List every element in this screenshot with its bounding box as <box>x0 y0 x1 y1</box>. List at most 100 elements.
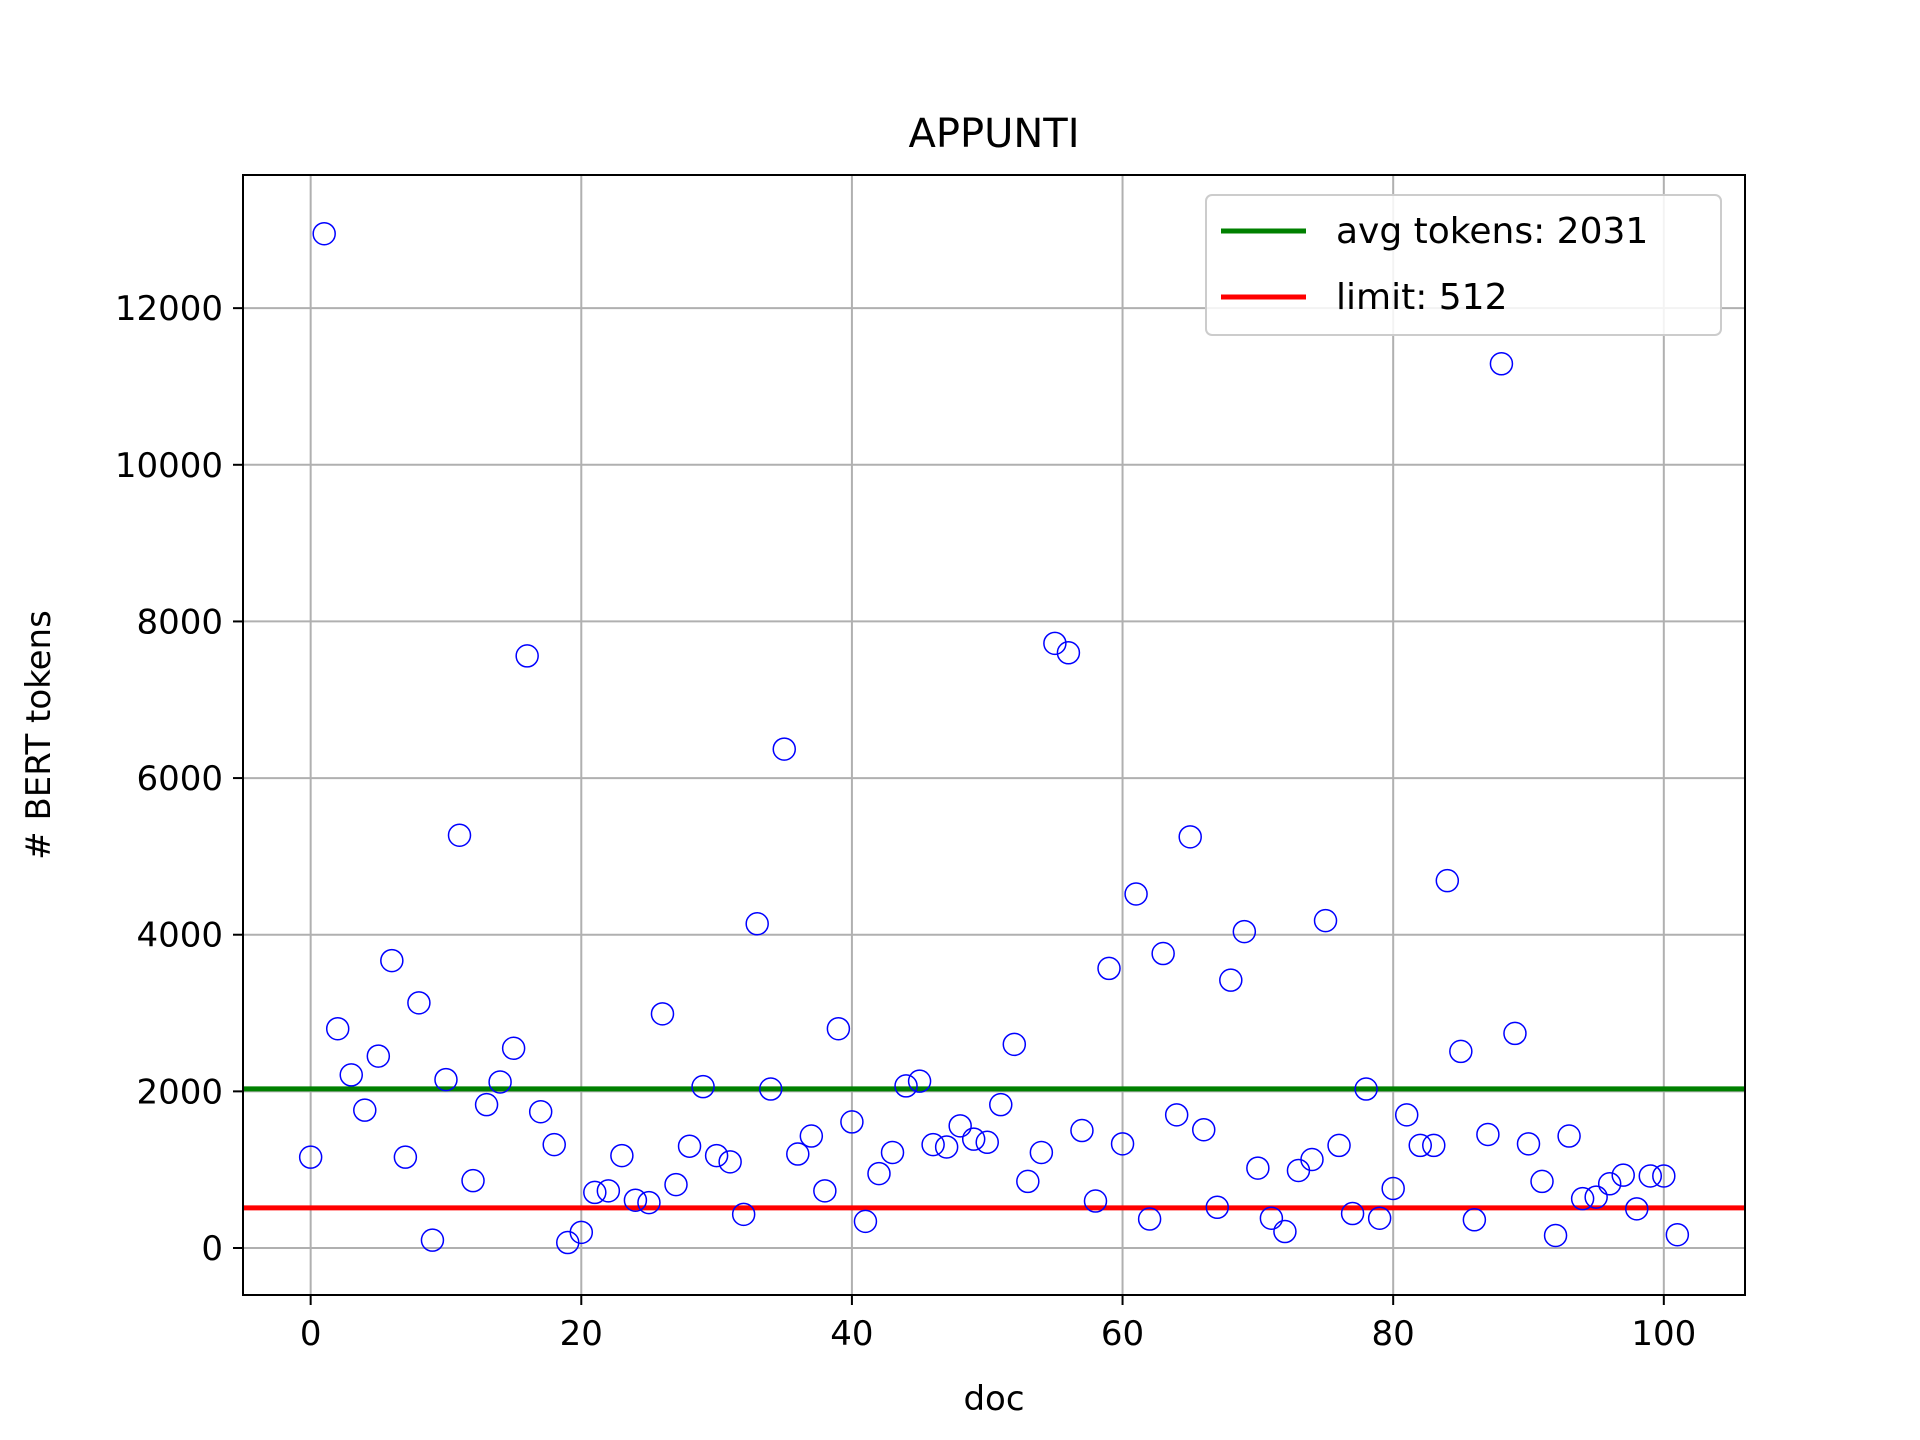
data-point <box>799 1124 824 1148</box>
data-point <box>1516 1132 1541 1156</box>
data-point <box>407 991 431 1015</box>
data-point <box>1557 1124 1581 1148</box>
data-point <box>1570 1186 1595 1211</box>
data-point <box>393 1145 418 1169</box>
data-point <box>840 1110 864 1134</box>
data-point <box>1246 1156 1270 1180</box>
data-point <box>1638 1164 1663 1188</box>
data-point <box>1354 1077 1378 1101</box>
data-point <box>610 1143 634 1168</box>
data-point <box>853 1209 878 1234</box>
data-point <box>1151 941 1175 966</box>
legend: avg tokens: 2031 limit: 512 <box>1205 194 1722 336</box>
data-point <box>1584 1185 1608 1209</box>
data-point <box>650 1002 675 1026</box>
data-point <box>420 1228 445 1252</box>
data-point <box>934 1135 959 1159</box>
y-tick-label: 4000 <box>136 916 223 956</box>
data-point <box>907 1069 932 1093</box>
x-tick-label: 80 <box>1372 1314 1415 1354</box>
data-point <box>1070 1118 1094 1143</box>
x-tick-label: 60 <box>1101 1314 1144 1354</box>
data-point <box>1340 1201 1365 1226</box>
data-point <box>1124 882 1148 906</box>
y-axis-ticks: 0 2000 4000 6000 8000 10000 12000 <box>115 289 243 1269</box>
data-point <box>528 1099 553 1124</box>
legend-label: limit: 512 <box>1336 277 1507 318</box>
data-point <box>1313 908 1338 933</box>
data-point <box>758 1077 783 1101</box>
data-point <box>1449 1039 1473 1064</box>
data-point <box>1205 1195 1230 1220</box>
data-point <box>718 1150 742 1174</box>
data-point <box>623 1188 648 1212</box>
x-axis-label: doc <box>963 1379 1024 1419</box>
x-tick-label: 0 <box>300 1314 322 1354</box>
data-point <box>596 1179 621 1203</box>
data-point <box>339 1063 364 1087</box>
data-point <box>1394 1103 1419 1127</box>
data-point <box>1191 1117 1216 1142</box>
data-point <box>461 1168 485 1193</box>
x-axis-ticks: 0 20 40 60 80 100 <box>300 1295 1696 1354</box>
data-point <box>1476 1122 1500 1147</box>
data-point <box>826 1016 851 1041</box>
data-point <box>298 1145 323 1169</box>
y-tick-label: 8000 <box>136 602 223 642</box>
x-tick-label: 20 <box>560 1314 603 1354</box>
data-point <box>786 1142 810 1166</box>
data-point <box>880 1140 905 1165</box>
x-tick-label: 100 <box>1631 1314 1696 1354</box>
data-point <box>474 1092 499 1117</box>
data-point <box>813 1179 837 1203</box>
y-tick-label: 12000 <box>115 289 223 329</box>
data-point <box>1408 1133 1432 1158</box>
data-point <box>664 1172 688 1197</box>
data-point <box>1543 1223 1568 1248</box>
data-point <box>894 1074 918 1098</box>
data-point <box>542 1132 566 1157</box>
data-point <box>447 823 472 848</box>
data-point <box>1597 1172 1622 1196</box>
data-point <box>1611 1163 1635 1187</box>
data-point <box>867 1161 891 1186</box>
data-point <box>704 1143 729 1168</box>
data-point <box>772 737 797 761</box>
y-tick-label: 6000 <box>136 759 223 799</box>
legend-box <box>1205 194 1722 336</box>
data-point <box>1435 868 1460 893</box>
legend-label: avg tokens: 2031 <box>1336 211 1648 252</box>
x-tick-label: 40 <box>830 1314 873 1354</box>
data-point <box>948 1114 972 1138</box>
data-point <box>501 1036 526 1061</box>
data-point <box>583 1180 607 1205</box>
y-tick-label: 0 <box>201 1229 223 1269</box>
chart-title: APPUNTI <box>908 111 1079 157</box>
data-point <box>1056 641 1081 665</box>
data-point <box>1083 1189 1108 1213</box>
data-point <box>677 1134 702 1158</box>
y-axis-label: # BERT tokens <box>19 610 59 860</box>
data-point <box>1652 1164 1676 1188</box>
data-point <box>1043 631 1067 656</box>
data-point <box>731 1202 756 1227</box>
data-point <box>569 1220 594 1245</box>
data-point <box>691 1074 715 1099</box>
reference-lines <box>243 1086 1745 1211</box>
data-point <box>1327 1133 1351 1158</box>
data-point <box>1300 1147 1324 1172</box>
data-point <box>1489 352 1514 376</box>
data-point <box>1462 1208 1487 1232</box>
data-point <box>488 1070 512 1094</box>
data-point <box>1110 1132 1135 1156</box>
data-point <box>1097 956 1121 981</box>
data-point <box>515 644 539 668</box>
data-point <box>325 1016 350 1041</box>
data-point <box>434 1067 458 1092</box>
data-point <box>1624 1197 1649 1221</box>
data-point <box>380 948 404 973</box>
data-points <box>298 221 1690 1255</box>
data-point <box>1422 1133 1446 1158</box>
data-point <box>366 1044 391 1068</box>
